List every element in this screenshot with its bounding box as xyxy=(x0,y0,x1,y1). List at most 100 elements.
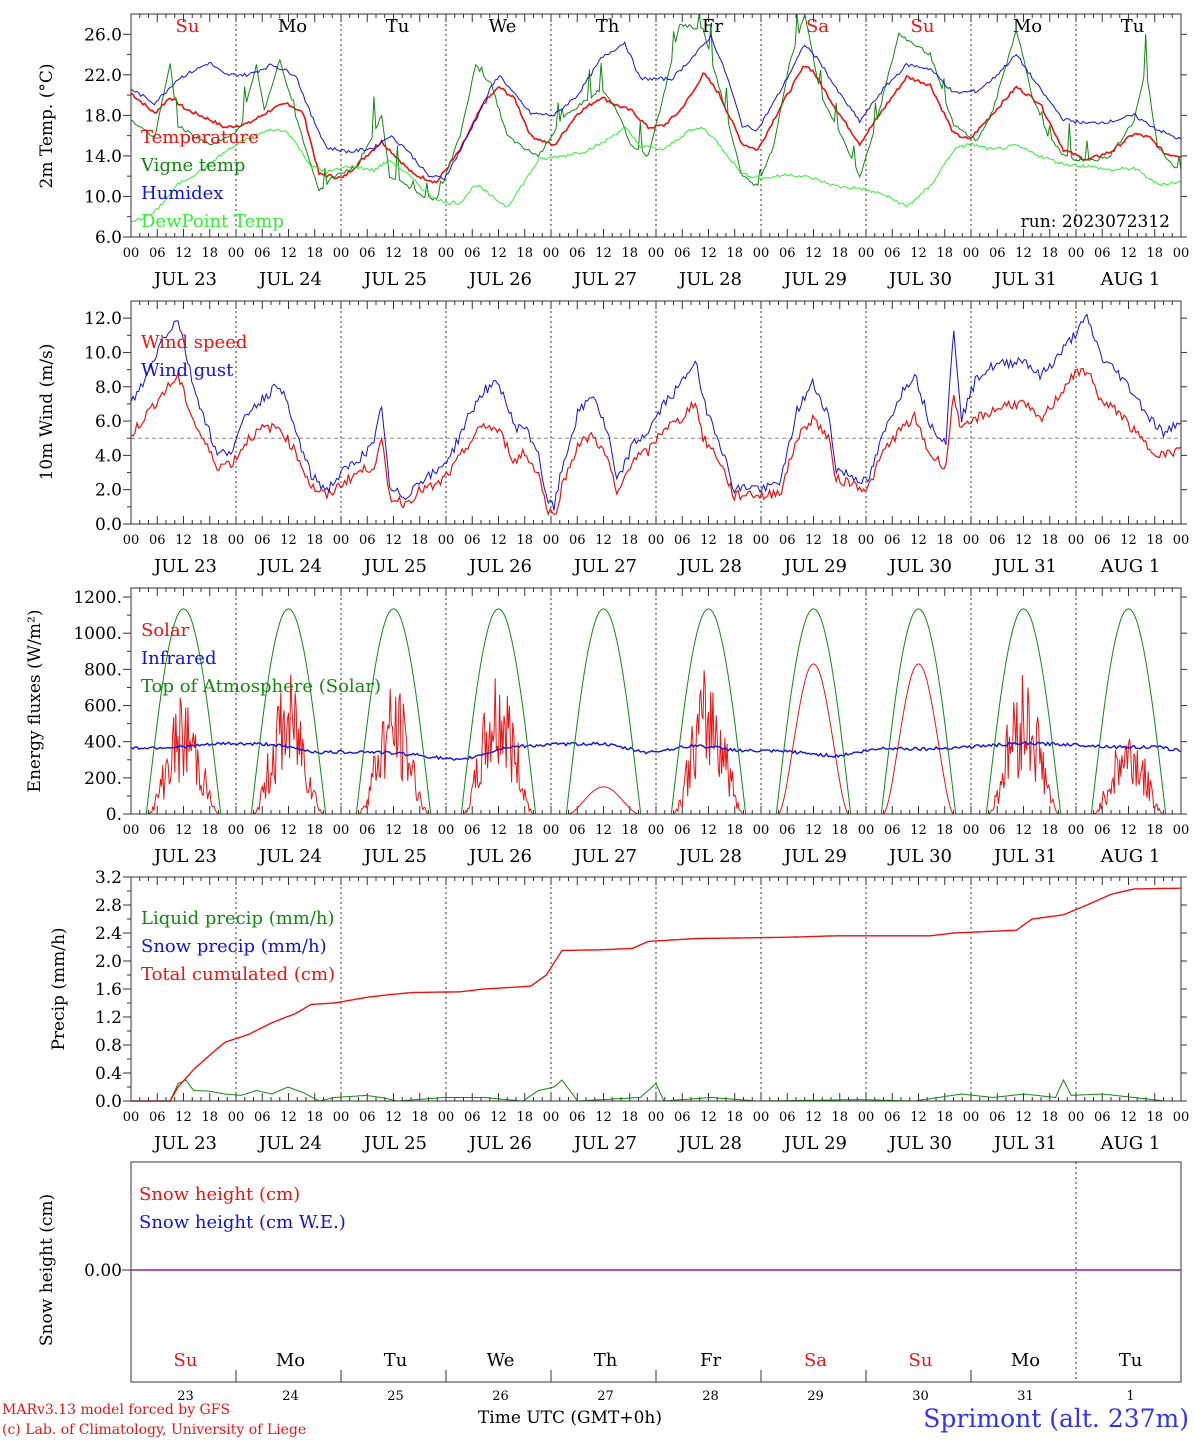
panel-precip: 00 06 12 18 00 06 12 18 00 06 12 18 00 06 12 18 00 06 12 18… xyxy=(49,868,1189,1154)
date-label: JUL 31 xyxy=(992,1133,1057,1154)
panel-series xyxy=(130,13,1182,223)
hour-label: 00 xyxy=(858,823,875,838)
date-label: JUL 29 xyxy=(782,1133,847,1154)
weekday-label: We xyxy=(487,1350,515,1371)
hour-label: 00 xyxy=(543,246,560,261)
hour-label: 18 xyxy=(936,246,953,261)
hour-label: 18 xyxy=(621,246,638,261)
hour-label: 12 xyxy=(1120,533,1137,548)
hour-label: 18 xyxy=(201,533,218,548)
date-label: JUL 24 xyxy=(257,846,322,867)
hour-label: 18 xyxy=(621,533,638,548)
hour-label: 18 xyxy=(411,1110,428,1125)
legend-toa: Top of Atmosphere (Solar) xyxy=(141,676,381,697)
footer: MARv3.13 model forced by GFS (c) Lab. of… xyxy=(2,1402,1189,1438)
hour-label: 18 xyxy=(201,246,218,261)
legend-wind-speed: Wind speed xyxy=(141,332,247,353)
date-label: JUL 30 xyxy=(887,556,952,577)
hour-label: 18 xyxy=(1041,533,1058,548)
hour-label: 12 xyxy=(910,823,927,838)
panel-temperature: 00 06 12 18 00 06 12 18 00 06 12 18 00 06 12 18 00 06 12 18… xyxy=(37,13,1189,290)
y-tick-label: 14.0 xyxy=(84,147,122,167)
hour-label: 18 xyxy=(936,1110,953,1125)
hour-label: 18 xyxy=(621,823,638,838)
date-label: JUL 23 xyxy=(152,269,217,290)
hour-label: 06 xyxy=(779,823,796,838)
hour-label: 12 xyxy=(700,1110,717,1125)
weekday-label: Su xyxy=(911,16,935,37)
hour-label: 00 xyxy=(228,246,245,261)
hour-label: 00 xyxy=(753,1110,770,1125)
weekday-label: Su xyxy=(909,1350,933,1371)
hour-label: 00 xyxy=(438,533,455,548)
model-credit: MARv3.13 model forced by GFS xyxy=(2,1402,230,1418)
panel-grid: 00 06 12 18 00 06 12 18 00 06 12 18 00 06 12 18 00 06 12 18… xyxy=(95,868,1189,1154)
y-tick-label: 3.2 xyxy=(95,868,122,888)
hour-label: 06 xyxy=(989,823,1006,838)
legend: Temperature Vigne temp Humidex DewPoint … xyxy=(140,127,284,232)
hour-label: 18 xyxy=(1146,1110,1163,1125)
hour-label: 00 xyxy=(753,823,770,838)
hour-label: 18 xyxy=(1146,823,1163,838)
hour-label: 12 xyxy=(175,823,192,838)
hour-label: 00 xyxy=(858,533,875,548)
hour-label: 00 xyxy=(963,1110,980,1125)
legend-snow-height-we: Snow height (cm W.E.) xyxy=(139,1212,346,1233)
y-tick-label: 1000. xyxy=(73,624,122,644)
hour-label: 00 xyxy=(543,823,560,838)
lab-credit: (c) Lab. of Climatology, University of L… xyxy=(2,1422,306,1438)
legend-solar: Solar xyxy=(141,620,190,641)
weekday-label: Th xyxy=(594,1350,618,1371)
hour-label: 12 xyxy=(280,1110,297,1125)
weekday-label: We xyxy=(489,16,517,37)
hour-label: 18 xyxy=(306,823,323,838)
series-line xyxy=(130,313,1182,511)
hour-label: 12 xyxy=(280,246,297,261)
hour-label: 00 xyxy=(753,246,770,261)
weekday-label: Fr xyxy=(702,16,723,37)
hour-label: 00 xyxy=(1068,1110,1085,1125)
y-tick-label: 1.6 xyxy=(95,980,122,1000)
day-number: 23 xyxy=(177,1389,194,1404)
hour-label: 12 xyxy=(1120,823,1137,838)
hour-label: 00 xyxy=(123,533,140,548)
hour-label: 18 xyxy=(1041,246,1058,261)
y-tick-label: 0.0 xyxy=(95,515,122,535)
hour-label: 00 xyxy=(333,533,350,548)
hour-label: 00 xyxy=(963,246,980,261)
y-tick-label: 18.0 xyxy=(84,106,122,126)
y-tick-label: 2.0 xyxy=(95,481,122,501)
date-label: JUL 24 xyxy=(257,269,322,290)
panel-frame xyxy=(130,876,1182,1102)
ytick-label: 0.00 xyxy=(84,1261,122,1281)
legend-total-cumulated: Total cumulated (cm) xyxy=(141,964,335,985)
panel-grid: 00 06 12 18 00 06 12 18 00 06 12 18 00 06 12 18 00 06 12 18… xyxy=(84,14,1189,290)
date-label: JUL 27 xyxy=(572,846,637,867)
hour-label: 06 xyxy=(254,246,271,261)
panel-series xyxy=(130,313,1182,517)
legend-snow-height: Snow height (cm) xyxy=(139,1184,300,1205)
date-label: JUL 24 xyxy=(257,556,322,577)
series-line xyxy=(130,741,1182,762)
hour-label: 06 xyxy=(149,533,166,548)
hour-label: 00 xyxy=(1173,823,1190,838)
hour-label: 12 xyxy=(1015,1110,1032,1125)
y-tick-label: 10.0 xyxy=(84,187,122,207)
y-tick-label: 2.8 xyxy=(95,896,122,916)
hour-label: 00 xyxy=(1173,1110,1190,1125)
weekday-label: Mo xyxy=(276,1350,305,1371)
hour-label: 18 xyxy=(726,246,743,261)
y-tick-label: 2.4 xyxy=(95,924,122,944)
ylabel: Snow height (cm) xyxy=(37,1194,57,1346)
hour-label: 00 xyxy=(963,823,980,838)
panel-frame xyxy=(130,13,1182,238)
day-number: 25 xyxy=(387,1389,404,1404)
hour-label: 06 xyxy=(254,1110,271,1125)
panel-snow: 0.00 Snow height (cm) Snow height (cm) S… xyxy=(37,1161,1182,1404)
date-label: JUL 27 xyxy=(572,1133,637,1154)
series-line xyxy=(130,13,1182,201)
hour-label: 00 xyxy=(333,246,350,261)
hour-label: 18 xyxy=(306,533,323,548)
day-number: 28 xyxy=(702,1389,719,1404)
